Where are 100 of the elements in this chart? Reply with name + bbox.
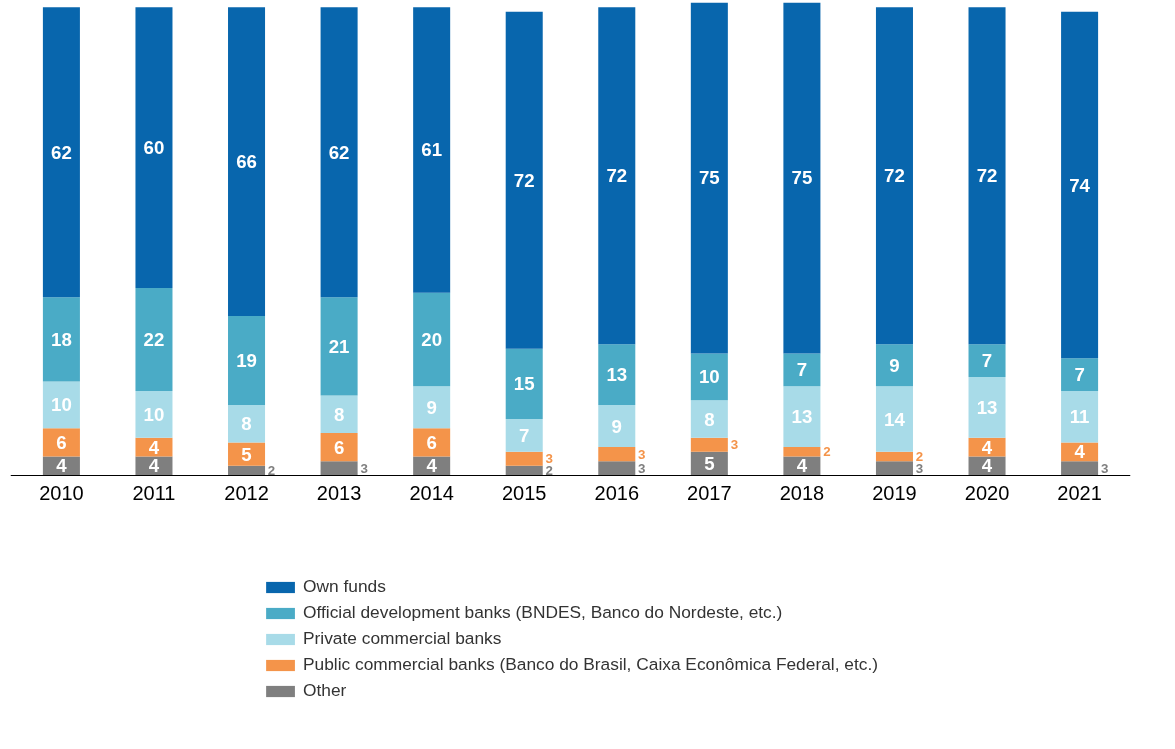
data-label: 72 (976, 165, 998, 187)
x-tick-label: 2011 (132, 482, 176, 505)
data-label: 3 (638, 460, 646, 476)
data-label: 2 (823, 444, 831, 460)
data-label: 4 (981, 436, 993, 458)
bar (783, 447, 821, 457)
data-label: 20 (421, 328, 443, 350)
bar (1061, 461, 1099, 476)
bar (42, 428, 80, 457)
data-label: 6 (426, 431, 437, 453)
bar (875, 461, 913, 476)
bar (505, 348, 543, 420)
bar (228, 316, 266, 405)
data-label: 13 (976, 396, 998, 418)
data-label: 75 (791, 167, 813, 189)
data-label: 4 (148, 455, 160, 477)
bar (228, 404, 266, 443)
data-label: 4 (56, 455, 68, 477)
data-label: 66 (236, 151, 257, 173)
data-label: 60 (143, 137, 165, 159)
bar (690, 2, 728, 354)
bar (42, 456, 80, 476)
bar (320, 395, 358, 434)
x-tick-label: 2013 (316, 482, 362, 505)
x-tick-label: 2018 (779, 482, 825, 505)
bar (228, 442, 266, 466)
data-label: 7 (981, 350, 993, 372)
x-tick-label: 2012 (224, 482, 269, 505)
x-tick-label: 2019 (872, 482, 917, 505)
bar (320, 7, 358, 298)
data-label: 7 (1074, 364, 1085, 386)
data-label: 4 (1074, 441, 1086, 463)
data-label: 22 (143, 328, 165, 350)
bar (1061, 11, 1099, 359)
bar (135, 7, 173, 288)
legend-label: Official development banks (BNDES, Banco do Nordeste, etc.) (303, 602, 783, 623)
x-tick-label: 2020 (964, 482, 1010, 505)
x-tick-label: 2016 (594, 482, 640, 505)
bar (968, 7, 1006, 345)
data-label: 11 (1069, 406, 1090, 428)
bar (1061, 358, 1099, 391)
data-label: 9 (426, 396, 437, 418)
legend-label: Private commercial banks (303, 628, 502, 649)
data-label: 4 (426, 455, 438, 477)
bar (228, 465, 266, 476)
data-label: 62 (328, 141, 350, 163)
legend-label: Public commercial banks (Banco do Brasil, Caixa Econômica Federal, etc.) (303, 654, 878, 675)
data-label: 4 (148, 436, 160, 458)
bar (783, 2, 821, 354)
data-label: 6 (333, 436, 345, 458)
bar (505, 11, 543, 349)
data-label: 14 (884, 408, 906, 430)
bar (1061, 390, 1099, 443)
data-label: 19 (236, 350, 257, 372)
data-label: 10 (698, 366, 720, 388)
data-label: 7 (519, 424, 530, 446)
bar (598, 461, 636, 476)
data-label: 72 (884, 165, 905, 187)
data-label: 18 (51, 328, 72, 350)
bar (783, 386, 821, 448)
data-label: 9 (889, 354, 900, 376)
data-label: 8 (333, 403, 345, 425)
data-label: 5 (704, 452, 715, 474)
bar (135, 390, 173, 438)
data-label: 4 (981, 455, 993, 477)
data-label: 8 (704, 408, 715, 430)
data-label: 5 (241, 443, 252, 465)
data-label: 3 (638, 446, 646, 462)
x-tick-label: 2015 (501, 482, 547, 505)
data-label: 3 (730, 437, 739, 453)
bar (690, 400, 728, 438)
data-label: 72 (513, 169, 535, 191)
bar (690, 437, 728, 452)
legend-label: Other (303, 680, 347, 701)
bar (875, 344, 913, 387)
bar (505, 465, 543, 476)
bar (968, 376, 1006, 438)
bar (783, 353, 821, 387)
bar (598, 7, 636, 345)
bar (413, 428, 451, 457)
bar (320, 461, 358, 476)
data-label: 72 (606, 165, 628, 187)
data-label: 13 (791, 406, 813, 428)
x-tick-label: 2017 (687, 482, 732, 505)
data-label: 75 (698, 167, 720, 189)
data-label: 21 (328, 335, 350, 357)
data-label: 10 (143, 403, 165, 425)
bar (413, 292, 451, 387)
data-label: 6 (56, 431, 67, 453)
data-label: 4 (796, 455, 808, 477)
data-label: 10 (51, 394, 72, 416)
bar (228, 7, 266, 317)
bar (505, 451, 543, 466)
x-tick-label: 2021 (1057, 482, 1102, 505)
data-label: 15 (513, 373, 535, 395)
legend-label: Own funds (303, 576, 386, 597)
bar (135, 287, 173, 391)
bar (690, 353, 728, 401)
bar (875, 451, 913, 462)
bar (413, 7, 451, 293)
